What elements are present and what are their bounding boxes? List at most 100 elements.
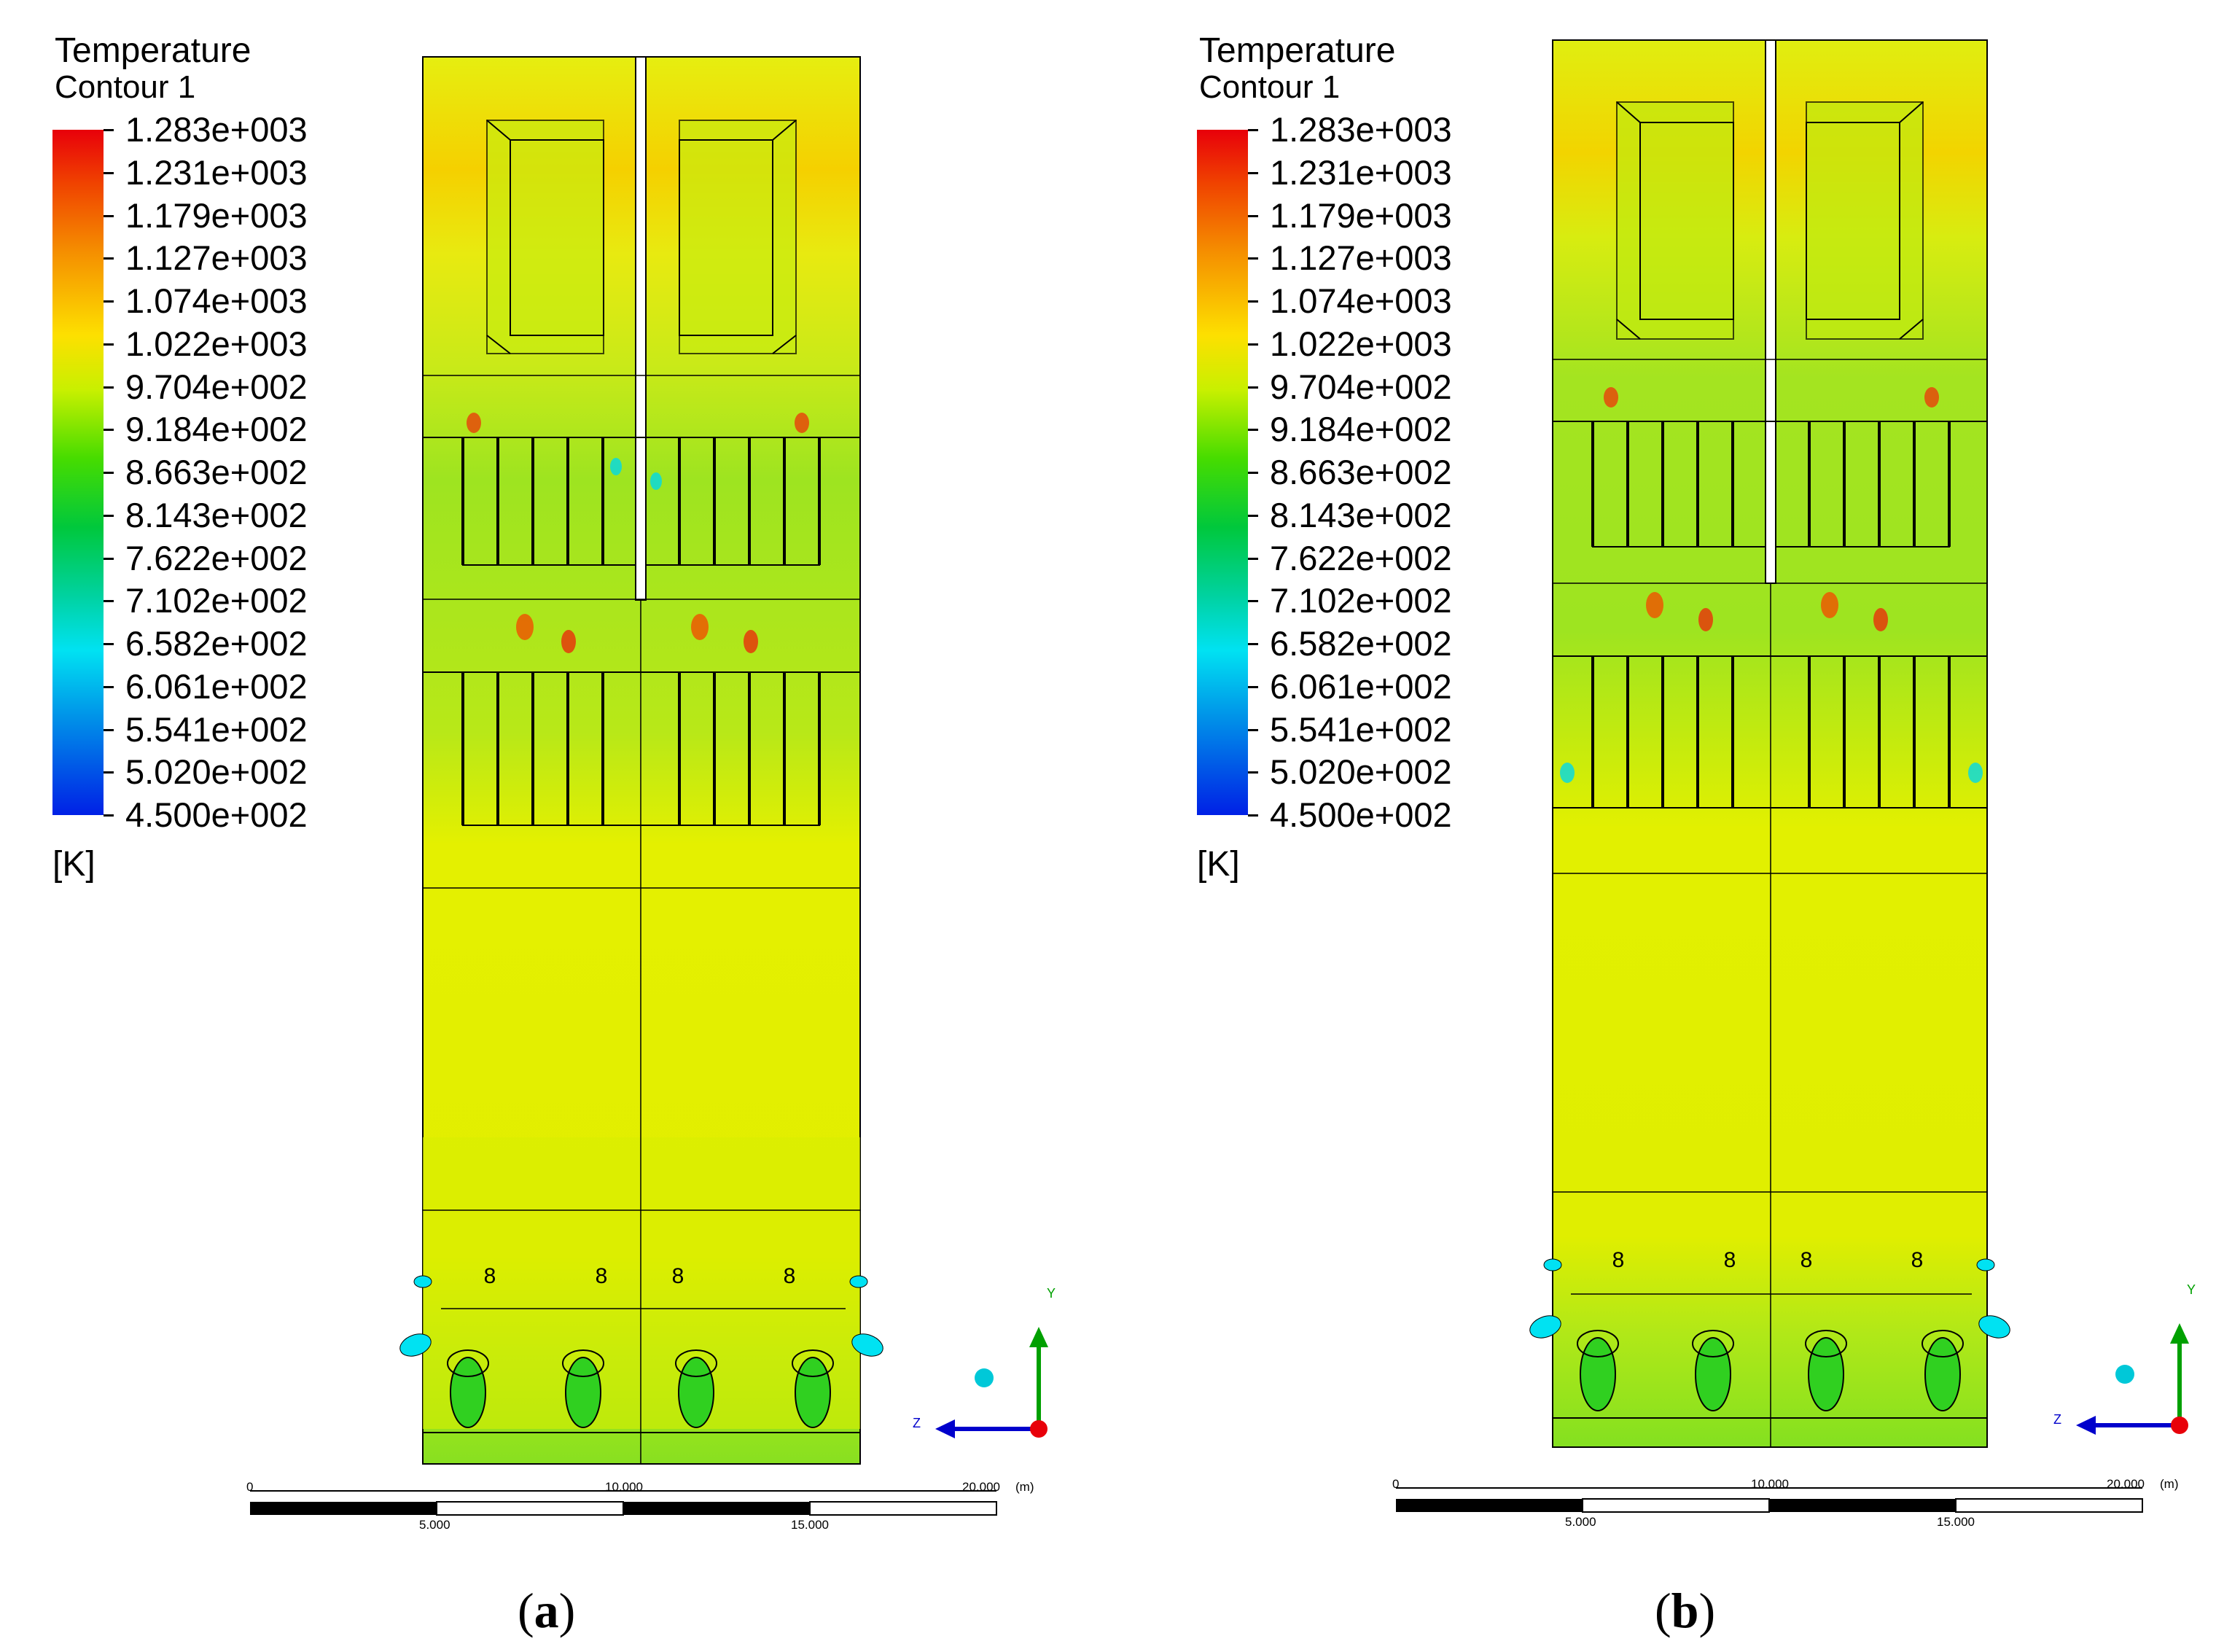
legend-tick-mark: [104, 171, 114, 174]
legend-subtitle: Contour 1: [55, 69, 196, 105]
legend-tick-label: 9.184e+002: [125, 410, 308, 449]
legend-unit: [K]: [52, 845, 95, 884]
legend-tick-mark: [104, 429, 114, 432]
axis-triad: Y Z: [2053, 1282, 2196, 1435]
legend-tick-label: 5.541e+002: [1270, 709, 1452, 749]
legend-tick-mark: [1248, 257, 1258, 260]
scale-label-20: 20.000: [962, 1480, 1000, 1494]
legend-tick-mark: [104, 472, 114, 474]
burner-symbol: 8: [1724, 1248, 1736, 1272]
scale-unit: (m): [1015, 1480, 1034, 1494]
legend-tick-mark: [1248, 643, 1258, 645]
legend-tick-mark: [104, 257, 114, 260]
legend-tick-label: 6.582e+002: [125, 624, 308, 663]
axis-y-label: Y: [2187, 1282, 2196, 1297]
burner-symbol: 8: [1612, 1248, 1625, 1272]
legend-tick-mark: [1248, 300, 1258, 303]
legend-tick-mark: [104, 814, 114, 817]
furnace-contour-b: 8 8 8 8 Y Z: [1396, 39, 2196, 1513]
burner-symbol: 8: [784, 1264, 796, 1288]
legend-tick-mark: [104, 386, 114, 389]
legend-tick-label: 1.022e+003: [125, 324, 308, 363]
legend-tick-mark: [1248, 557, 1258, 560]
legend-tick-label: 1.022e+003: [1270, 324, 1452, 363]
legend-tick-label: 4.500e+002: [1270, 795, 1452, 834]
legend-tick-mark: [104, 728, 114, 731]
axis-y-label: Y: [1047, 1286, 1056, 1301]
legend-tick-label: 1.179e+003: [1270, 195, 1452, 235]
scale-label-15: 15.000: [791, 1518, 829, 1532]
legend-tick-label: 7.622e+002: [125, 538, 308, 577]
scale-label-5: 5.000: [1565, 1515, 1596, 1529]
axis-z-label: Z: [2053, 1412, 2061, 1427]
legend-tick-mark: [1248, 514, 1258, 517]
legend-tick-label: 6.061e+002: [125, 666, 308, 706]
legend-tick-mark: [1248, 771, 1258, 774]
scale-bar: [1396, 1487, 2143, 1513]
legend-tick-mark: [104, 600, 114, 603]
legend-tick-mark: [104, 514, 114, 517]
legend-tick-label: 1.231e+003: [125, 152, 308, 192]
legend-tick-mark: [1248, 728, 1258, 731]
legend-tick-label: 1.179e+003: [125, 195, 308, 235]
legend-tick-mark: [104, 214, 114, 217]
legend-tick-label: 8.663e+002: [1270, 453, 1452, 491]
legend-tick-mark: [1248, 814, 1258, 817]
legend-tick-label: 8.663e+002: [125, 453, 308, 491]
legend-tick-mark: [104, 771, 114, 774]
legend-tick-label: 9.704e+002: [1270, 367, 1452, 406]
legend-tick-label: 8.143e+002: [125, 495, 308, 534]
color-scale-bar: [52, 130, 104, 815]
scale-bar: [250, 1490, 997, 1516]
furnace-body: 8 8 8 8: [1529, 39, 2010, 1448]
legend-tick-mark: [1248, 214, 1258, 217]
scale-label-10: 10.000: [605, 1480, 643, 1494]
axis-triad: Y Z: [913, 1286, 1056, 1438]
panel-label-a: (a): [518, 1583, 576, 1638]
legend-tick-mark: [104, 685, 114, 688]
legend-title: Temperature: [1199, 31, 1396, 70]
legend-tick-mark: [1248, 685, 1258, 688]
scale-unit: (m): [2160, 1477, 2179, 1491]
legend-tick-mark: [1248, 386, 1258, 389]
furnace-body: 8 8 8 8: [399, 56, 883, 1465]
legend-tick-label: 4.500e+002: [125, 795, 308, 834]
legend-unit: [K]: [1197, 845, 1240, 884]
legend-tick-label: 6.582e+002: [1270, 624, 1452, 663]
legend-tick-label: 1.127e+003: [1270, 238, 1452, 278]
scale-label-0: 0: [246, 1480, 254, 1494]
scale-label-20: 20.000: [2107, 1477, 2145, 1491]
legend-tick-mark: [1248, 429, 1258, 432]
legend-tick-label: 1.074e+003: [1270, 281, 1452, 320]
legend-tick-label: 5.541e+002: [125, 709, 308, 749]
legend-tick-mark: [1248, 129, 1258, 131]
legend-tick-label: 1.231e+003: [1270, 152, 1452, 192]
legend-tick-label: 9.184e+002: [1270, 410, 1452, 449]
legend-tick-mark: [104, 129, 114, 131]
legend-tick-label: 9.704e+002: [125, 367, 308, 406]
hot-spots: [1560, 387, 1983, 783]
legend-tick-mark: [1248, 343, 1258, 346]
burner-symbol: 8: [596, 1264, 608, 1288]
legend-title: Temperature: [55, 31, 251, 70]
panel-a: Temperature Contour 1 1.283e+003 1.231e+0…: [52, 31, 1056, 1638]
color-scale-bar: [1197, 130, 1248, 815]
burner-symbol: 8: [484, 1264, 496, 1288]
scale-label-5: 5.000: [419, 1518, 450, 1532]
legend-tick-mark: [104, 300, 114, 303]
scale-label-15: 15.000: [1937, 1515, 1975, 1529]
legend-tick-label: 5.020e+002: [1270, 752, 1452, 792]
legend-tick-label: 6.061e+002: [1270, 666, 1452, 706]
legend-tick-label: 1.283e+003: [125, 110, 308, 149]
legend-tick-label: 8.143e+002: [1270, 495, 1452, 534]
legend-tick-mark: [104, 557, 114, 560]
legend-tick-mark: [1248, 472, 1258, 474]
burner-symbol: 8: [672, 1264, 684, 1288]
scale-label-10: 10.000: [1751, 1477, 1789, 1491]
hot-spots: [467, 413, 809, 653]
legend-tick-mark: [104, 343, 114, 346]
legend-tick-mark: [104, 643, 114, 645]
legend-subtitle: Contour 1: [1199, 69, 1341, 105]
burner-symbol: 8: [1800, 1248, 1813, 1272]
legend-tick-label: 1.074e+003: [125, 281, 308, 320]
